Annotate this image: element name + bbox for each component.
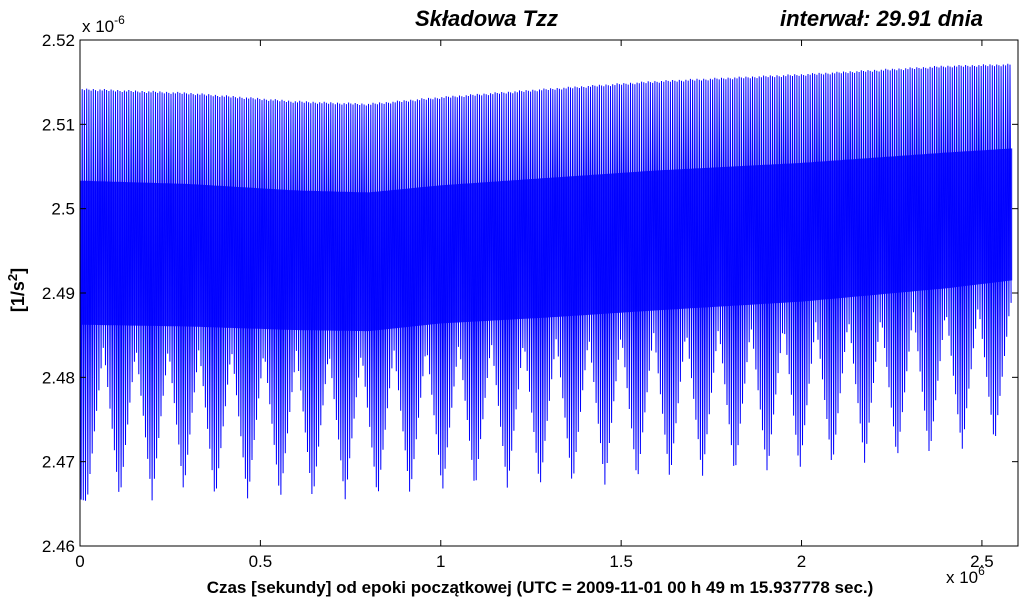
- x-tick-label: 1: [436, 552, 445, 571]
- tick-layer: 0 0.5 1 1.5 2 2.5 2.46 2.47 2.48 2.49 2.5 2.51 2.52: [42, 31, 1018, 571]
- series-dense-core: [80, 148, 1013, 332]
- y-tick-label: 2.49: [42, 284, 75, 303]
- x-tick-label: 1.5: [609, 552, 633, 571]
- series-layer: [79, 63, 1013, 501]
- y-tick-label: 2.51: [42, 115, 75, 134]
- y-tick-label: 2.47: [42, 453, 75, 472]
- x-axis-label: Czas [sekundy] od epoki początkowej (UTC…: [207, 578, 874, 597]
- y-axis-label: [1/s2]: [5, 268, 28, 312]
- x-tick-label: 0.5: [249, 552, 273, 571]
- chart-subtitle: interwał: 29.91 dnia: [780, 6, 983, 31]
- x-tick-label: 2: [797, 552, 806, 571]
- y-tick-label: 2.46: [42, 537, 75, 556]
- chart-title: Składowa Tzz: [415, 6, 559, 31]
- y-tick-label: 2.52: [42, 31, 75, 50]
- y-axis-multiplier: x 10-6: [82, 13, 125, 36]
- x-axis-multiplier: x 106: [946, 564, 985, 587]
- y-tick-label: 2.48: [42, 368, 75, 387]
- x-tick-label: 2.5: [970, 552, 994, 571]
- x-tick-label: 0: [75, 552, 84, 571]
- y-tick-label: 2.5: [51, 200, 75, 219]
